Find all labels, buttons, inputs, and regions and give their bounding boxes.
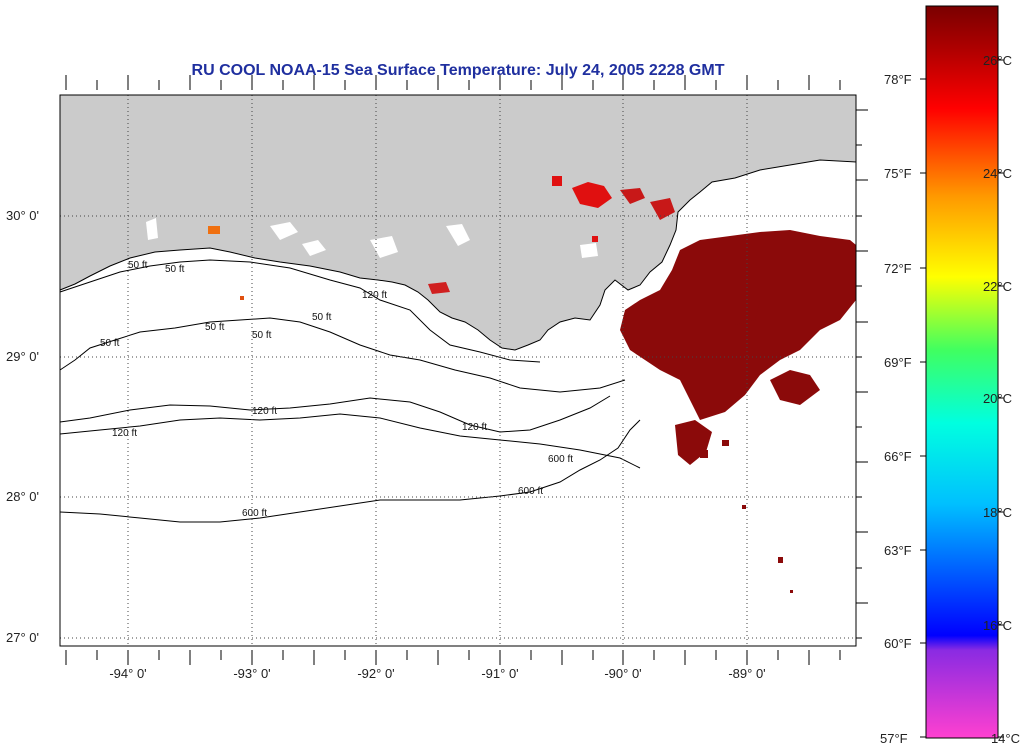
cb-c-label: 24°C — [983, 166, 1012, 181]
cb-c-label: 14°C — [991, 731, 1020, 746]
contour-labels: 50 ft 50 ft 50 ft 50 ft 50 ft 50 ft 120 … — [100, 260, 573, 519]
lake-patch — [446, 224, 470, 246]
contour-label: 600 ft — [548, 454, 573, 465]
lon-label: -94° 0' — [109, 666, 146, 681]
sst-patch — [240, 296, 244, 300]
right-ticks — [856, 109, 868, 639]
contour-120ft-b — [59, 413, 641, 469]
sst-patch — [620, 188, 645, 204]
contour-label: 120 ft — [462, 422, 487, 433]
sst-inland-patches — [208, 176, 675, 300]
cb-f-label: 72°F — [884, 261, 912, 276]
lake-patch — [270, 222, 298, 240]
contour-label: 50 ft — [205, 322, 225, 333]
contour-600ft — [59, 419, 641, 523]
contour-label: 50 ft — [165, 264, 185, 275]
lon-label: -91° 0' — [481, 666, 518, 681]
lake-patch — [302, 240, 326, 256]
lake-patch — [370, 236, 398, 258]
lon-label: -89° 0' — [728, 666, 765, 681]
cb-f-label: 63°F — [884, 543, 912, 558]
contour-50ft-b — [59, 317, 626, 393]
sst-patch — [700, 450, 708, 458]
cb-f-label: 57°F — [880, 731, 908, 746]
sst-patch — [722, 440, 729, 446]
lat-label: 27° 0' — [6, 630, 39, 645]
sst-patch — [620, 230, 856, 420]
contour-120ft — [59, 395, 611, 433]
sst-patch — [770, 370, 820, 405]
lake-patch — [146, 218, 158, 240]
contour-label: 50 ft — [252, 330, 272, 341]
sst-patch — [650, 198, 675, 220]
sst-patch — [572, 182, 612, 208]
lon-label: -93° 0' — [233, 666, 270, 681]
colorbar-fahrenheit-labels: 78°F 75°F 72°F 69°F 66°F 63°F 60°F 57°F — [880, 72, 912, 746]
sst-patch — [720, 290, 760, 325]
contour-label: 120 ft — [362, 290, 387, 301]
cb-f-label: 66°F — [884, 449, 912, 464]
lake-patch — [580, 243, 598, 258]
bottom-ticks — [65, 650, 841, 665]
cb-c-label: 16°C — [983, 618, 1012, 633]
sst-patch — [742, 505, 746, 509]
sst-patch — [428, 282, 450, 294]
sst-patch — [208, 226, 220, 234]
cb-c-label: 20°C — [983, 391, 1012, 406]
sst-patch — [790, 590, 793, 593]
colorbar-ticks — [920, 59, 1004, 738]
cb-f-label: 69°F — [884, 355, 912, 370]
cb-f-label: 75°F — [884, 166, 912, 181]
lat-label: 28° 0' — [6, 489, 39, 504]
cb-c-label: 26°C — [983, 53, 1012, 68]
cb-f-label: 78°F — [884, 72, 912, 87]
sst-patch — [552, 176, 562, 186]
axis-ticks — [65, 75, 868, 665]
lake-patches — [146, 218, 598, 258]
lat-label: 29° 0' — [6, 349, 39, 364]
contour-label: 600 ft — [242, 508, 267, 519]
colorbar-tick-marks — [920, 59, 1004, 738]
sst-warm-patches — [620, 230, 856, 593]
graticule — [60, 95, 856, 646]
depth-contours — [59, 259, 641, 523]
cb-c-label: 22°C — [983, 279, 1012, 294]
contour-label: 50 ft — [100, 338, 120, 349]
contour-label: 50 ft — [312, 312, 332, 323]
cb-c-label: 18°C — [983, 505, 1012, 520]
contour-label: 120 ft — [112, 428, 137, 439]
map-frame — [59, 94, 857, 647]
lat-label: 30° 0' — [6, 208, 39, 223]
map-title: RU COOL NOAA-15 Sea Surface Temperature:… — [191, 62, 725, 79]
lon-label: -90° 0' — [604, 666, 641, 681]
sst-patch — [592, 236, 598, 242]
latitude-labels: 30° 0' 29° 0' 28° 0' 27° 0' — [6, 208, 39, 645]
contour-50ft — [59, 259, 541, 363]
contour-label: 600 ft — [518, 486, 543, 497]
top-ticks — [65, 75, 841, 90]
sst-patch — [778, 557, 783, 563]
contour-label: 120 ft — [252, 406, 277, 417]
colorbar — [925, 5, 999, 739]
colorbar-celsius-labels: 26°C 24°C 22°C 20°C 18°C 16°C 14°C — [983, 53, 1020, 746]
longitude-labels: -94° 0' -93° 0' -92° 0' -91° 0' -90° 0' … — [109, 666, 765, 681]
land-area — [59, 94, 857, 351]
contour-label: 50 ft — [128, 260, 148, 271]
lon-label: -92° 0' — [357, 666, 394, 681]
cb-f-label: 60°F — [884, 636, 912, 651]
